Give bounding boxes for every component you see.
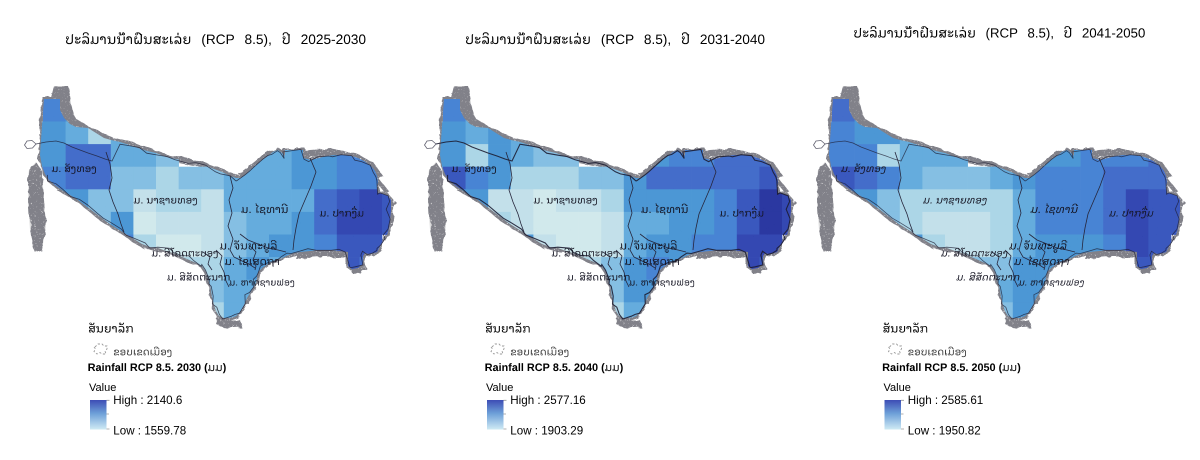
svg-text:Value: Value — [486, 382, 513, 394]
svg-text:Low : 1903.29: Low : 1903.29 — [510, 425, 583, 438]
svg-text:High : 2140.6: High : 2140.6 — [113, 394, 182, 407]
svg-text:Value: Value — [884, 382, 911, 394]
svg-text:Value: Value — [89, 382, 116, 394]
svg-text:Low : 1559.78: Low : 1559.78 — [113, 425, 186, 438]
svg-text:Low : 1950.82: Low : 1950.82 — [908, 425, 981, 438]
svg-text:High : 2585.61: High : 2585.61 — [908, 394, 983, 407]
svg-text:High : 2577.16: High : 2577.16 — [510, 394, 585, 407]
